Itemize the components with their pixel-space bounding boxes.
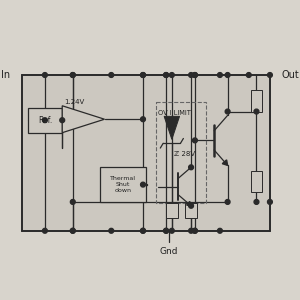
Text: ℤ 28V: ℤ 28V [174,151,195,157]
Text: 1.24V: 1.24V [64,99,84,105]
Circle shape [193,228,197,233]
Circle shape [189,73,194,77]
Circle shape [141,73,146,77]
Circle shape [189,228,194,233]
Circle shape [70,73,75,77]
Circle shape [60,118,64,123]
Bar [22,75,270,231]
Circle shape [225,73,230,77]
Circle shape [193,138,197,143]
Polygon shape [164,116,179,140]
Circle shape [218,73,222,77]
Circle shape [164,73,169,77]
Circle shape [141,73,146,77]
Bar [185,203,197,218]
Text: Gnd: Gnd [160,248,178,256]
Polygon shape [62,106,104,133]
Circle shape [164,228,169,233]
Circle shape [70,200,75,204]
Polygon shape [187,201,191,206]
Polygon shape [222,160,228,165]
Circle shape [141,228,146,233]
Circle shape [43,118,47,123]
Circle shape [189,203,194,208]
Circle shape [109,228,114,233]
Circle shape [218,228,222,233]
Circle shape [225,200,230,204]
Text: Ref.: Ref. [38,116,52,125]
Circle shape [254,200,259,204]
Bar [251,90,262,112]
Circle shape [43,228,47,233]
Circle shape [193,73,197,77]
Circle shape [169,228,174,233]
Circle shape [141,182,146,187]
Text: Out: Out [281,70,299,80]
Bar [157,102,206,203]
Circle shape [189,165,194,170]
Bar [166,203,178,218]
Circle shape [164,228,169,233]
Bar [28,108,62,133]
Circle shape [268,73,272,77]
Text: OV I LIMIT: OV I LIMIT [158,110,191,116]
Circle shape [70,228,75,233]
Bar [100,167,146,202]
Circle shape [169,73,174,77]
Bar [251,171,262,192]
Circle shape [43,73,47,77]
Circle shape [141,228,146,233]
Circle shape [164,73,169,77]
Circle shape [109,73,114,77]
Text: In: In [1,70,10,80]
Circle shape [70,228,75,233]
Circle shape [225,109,230,114]
Circle shape [254,109,259,114]
Circle shape [246,73,251,77]
Circle shape [268,200,272,204]
Circle shape [193,73,197,77]
Text: Thermal
Shut
down: Thermal Shut down [110,176,136,193]
Circle shape [70,73,75,77]
Circle shape [141,117,146,122]
Circle shape [193,228,197,233]
